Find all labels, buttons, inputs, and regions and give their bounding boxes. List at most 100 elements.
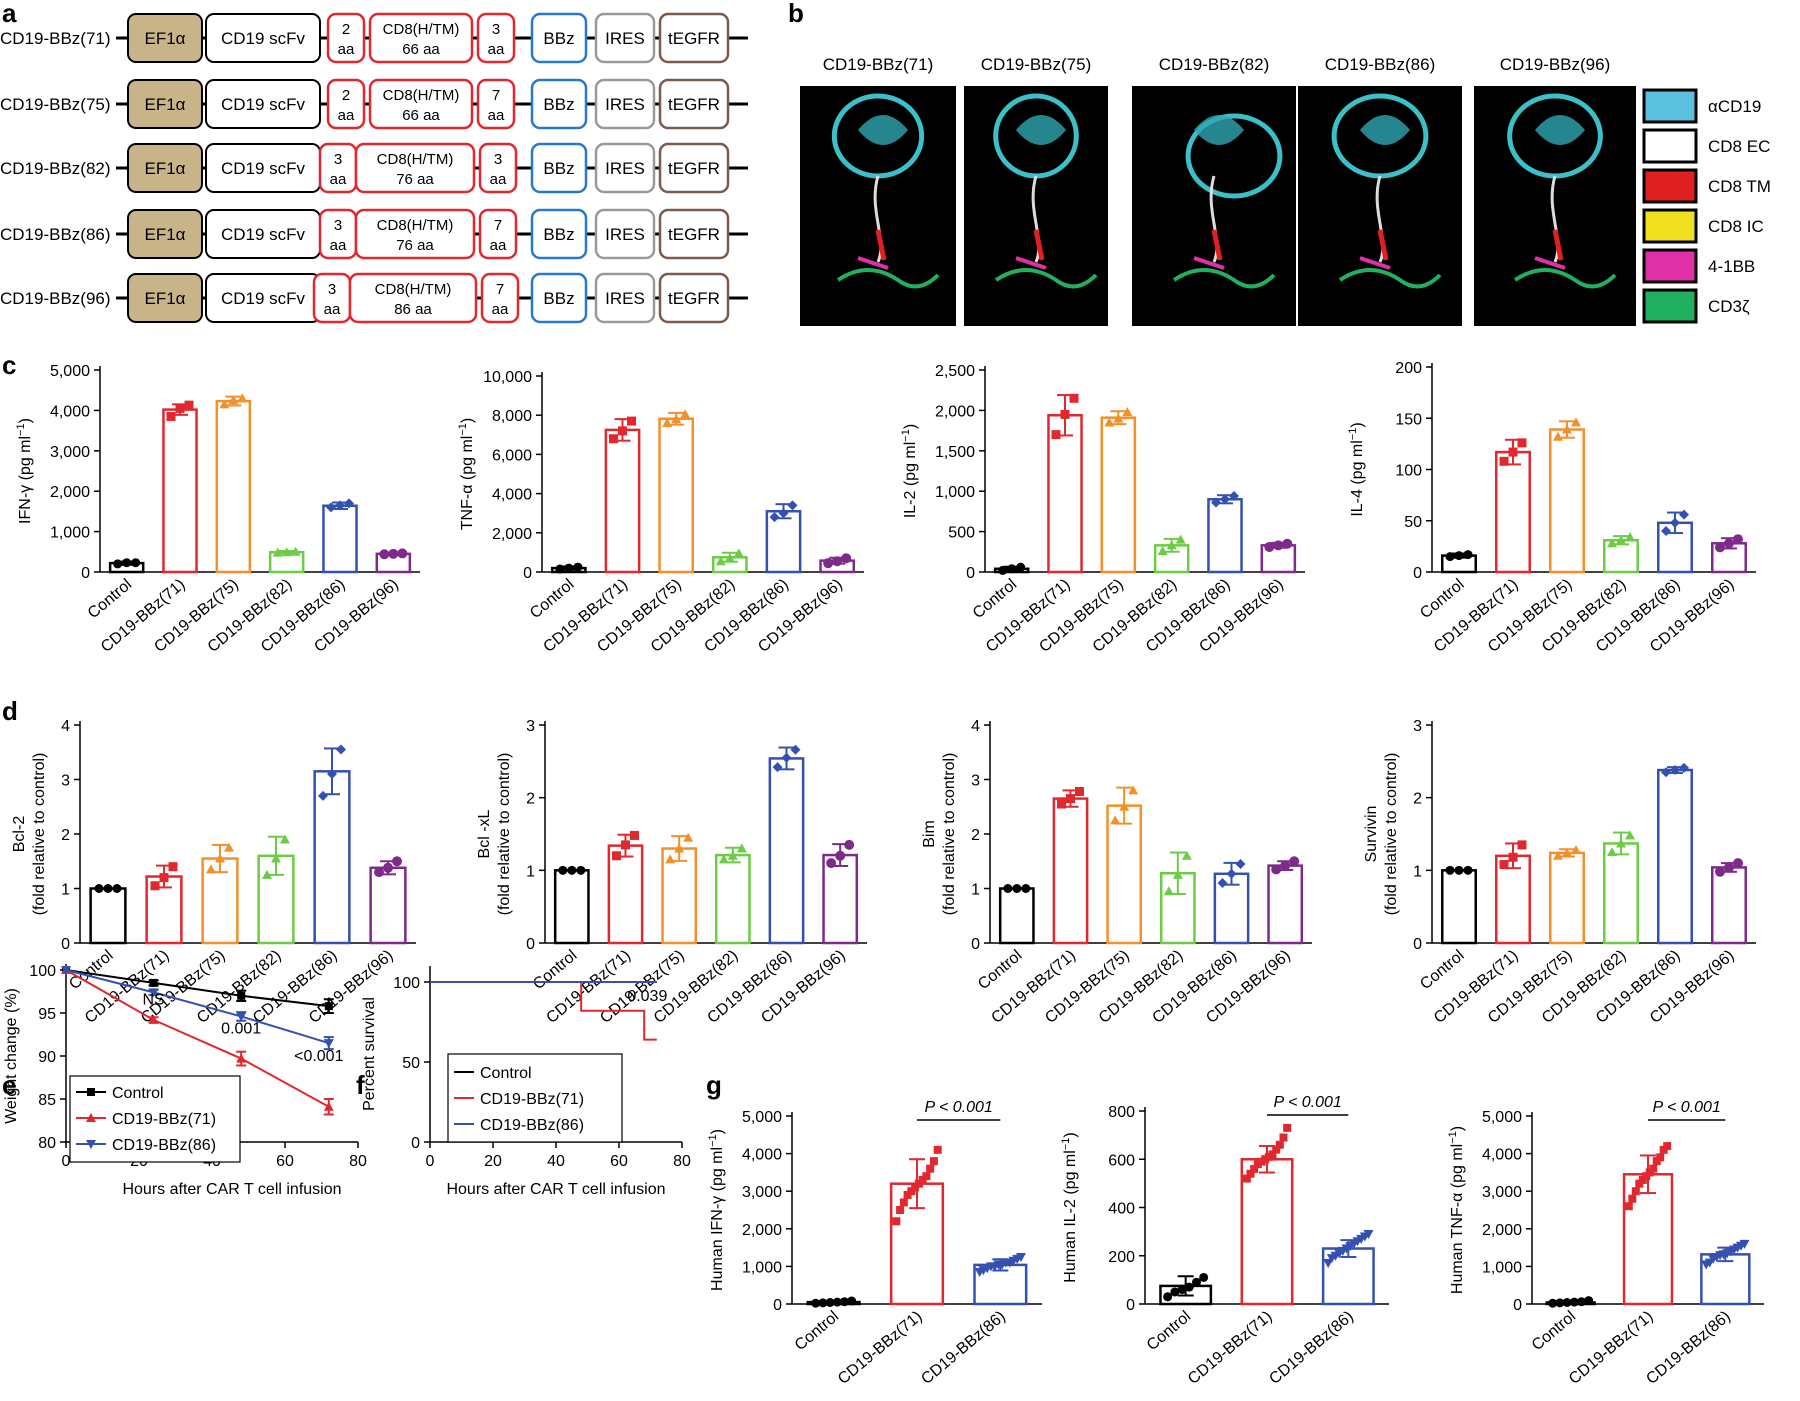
data-point bbox=[899, 1198, 908, 1207]
bar bbox=[1603, 842, 1639, 945]
data-point bbox=[733, 548, 744, 558]
hinge-post-unit: aa bbox=[492, 301, 509, 318]
legend-marker bbox=[87, 1088, 95, 1096]
bar-group bbox=[1153, 534, 1190, 574]
data-point bbox=[1670, 517, 1680, 528]
bar-group bbox=[658, 409, 695, 574]
legend-label: CD3ζ bbox=[1708, 297, 1750, 316]
bar bbox=[1495, 450, 1531, 574]
bbz-box bbox=[530, 12, 588, 64]
ires-label: IRES bbox=[605, 29, 645, 48]
data-point bbox=[122, 558, 132, 568]
hinge-pre-unit: aa bbox=[338, 41, 355, 58]
data-point bbox=[1268, 1150, 1277, 1159]
bar-chart-d4: 0 1 2 3 Survivin (fold relative to control) Co… bbox=[1363, 718, 1756, 1027]
y-tick-label: 3 bbox=[1413, 718, 1422, 735]
data-point bbox=[272, 547, 283, 557]
cd8-core-label: CD8(H/TM) bbox=[383, 21, 460, 38]
data-point bbox=[823, 558, 834, 569]
bar-chart-c3: 0 500 1,000 1,500 2,000 2,500 IL-2 (pg ml−1) Co… bbox=[900, 363, 1305, 656]
bar-group bbox=[1207, 491, 1243, 574]
y-axis-label-line2: (fold relative to control) bbox=[941, 753, 958, 916]
x-tick-label: CD19-BBz(71) bbox=[1185, 1308, 1276, 1388]
x-axis-label: Hours after CAR T cell infusion bbox=[446, 1181, 665, 1198]
y-axis-label: Bim bbox=[921, 820, 938, 848]
data-point bbox=[724, 553, 735, 563]
hinge-pre-count: 2 bbox=[342, 87, 350, 104]
data-point bbox=[148, 988, 159, 998]
data-point bbox=[1016, 1253, 1026, 1262]
legend-label: CD19-BBz(86) bbox=[480, 1117, 584, 1134]
y-tick-label: 1 bbox=[61, 882, 70, 899]
cd8-core-label: CD8(H/TM) bbox=[383, 87, 460, 104]
cd8-core-length: 66 aa bbox=[402, 107, 440, 124]
cd8-core-label: CD8(H/TM) bbox=[377, 217, 454, 234]
data-point bbox=[61, 966, 71, 975]
bbz-box bbox=[530, 208, 588, 260]
hinge-post-count: 3 bbox=[492, 21, 500, 38]
data-point bbox=[1628, 1194, 1637, 1203]
promoter-box bbox=[127, 79, 203, 129]
cd8-ec-ribbon bbox=[1209, 175, 1219, 263]
y-axis-label: TNF-α (pg ml−1) bbox=[457, 418, 476, 530]
scfv-label: CD19 scFv bbox=[221, 29, 306, 48]
data-point bbox=[781, 752, 792, 763]
data-point bbox=[1175, 534, 1186, 544]
series-line bbox=[61, 966, 334, 1051]
data-point bbox=[1649, 1164, 1658, 1173]
y-tick-label: 5,000 bbox=[50, 363, 90, 380]
data-point bbox=[1553, 431, 1563, 441]
data-point bbox=[237, 393, 248, 403]
data-point bbox=[379, 549, 390, 560]
hinge-pre-box bbox=[326, 12, 366, 64]
y-tick-label: 2,000 bbox=[742, 1222, 782, 1239]
data-point bbox=[564, 563, 574, 573]
bar-group bbox=[1100, 407, 1137, 574]
data-point bbox=[1280, 860, 1291, 871]
y-axis-label: Weight change (%) bbox=[3, 988, 20, 1124]
data-point bbox=[1562, 424, 1572, 434]
hinge-post-box bbox=[476, 78, 516, 130]
bar bbox=[1657, 768, 1693, 945]
data-point bbox=[736, 843, 747, 853]
data-point bbox=[149, 978, 158, 987]
bar-group bbox=[1549, 417, 1585, 574]
annotation: 0.039 bbox=[627, 988, 667, 1005]
bar bbox=[765, 509, 802, 574]
data-point bbox=[1184, 1282, 1194, 1292]
data-point bbox=[290, 546, 301, 556]
41bb-ribbon bbox=[1015, 256, 1047, 270]
data-point bbox=[1177, 1285, 1187, 1295]
annotation: <0.001 bbox=[294, 1048, 343, 1065]
data-point bbox=[148, 1014, 159, 1024]
bar-group bbox=[889, 1145, 945, 1306]
data-point bbox=[1323, 1258, 1334, 1268]
y-axis-label: Human IFN-γ (pg ml−1) bbox=[707, 1129, 726, 1291]
y-tick-label: 1 bbox=[526, 863, 535, 880]
data-point bbox=[1548, 1298, 1558, 1308]
y-tick-label: 1,000 bbox=[935, 484, 975, 501]
y-tick-label: 4 bbox=[61, 718, 70, 735]
scfv-box bbox=[205, 79, 321, 129]
data-point bbox=[1454, 551, 1464, 561]
bar-group bbox=[993, 562, 1030, 575]
bar bbox=[1207, 498, 1243, 574]
bar-group bbox=[162, 400, 198, 574]
y-tick-label: 2 bbox=[1413, 791, 1422, 808]
structure-title: CD19-BBz(71) bbox=[823, 55, 934, 74]
legend-marker bbox=[86, 1113, 96, 1122]
cd8-core-box bbox=[368, 12, 474, 64]
x-tick-label: 0 bbox=[62, 1153, 71, 1170]
legend-box bbox=[447, 1053, 623, 1143]
data-point bbox=[839, 1297, 849, 1307]
data-point bbox=[627, 416, 636, 426]
y-tick-label: 0 bbox=[61, 936, 70, 953]
bar-group bbox=[145, 862, 183, 945]
x-tick-label: Control bbox=[975, 947, 1025, 993]
tegfr-box bbox=[658, 78, 730, 130]
antibody-domain-ribbon bbox=[1185, 113, 1283, 199]
data-point bbox=[94, 884, 104, 893]
data-point bbox=[621, 840, 630, 850]
data-point bbox=[327, 769, 337, 780]
construct-name: CD19-BBz(71) bbox=[0, 29, 111, 48]
